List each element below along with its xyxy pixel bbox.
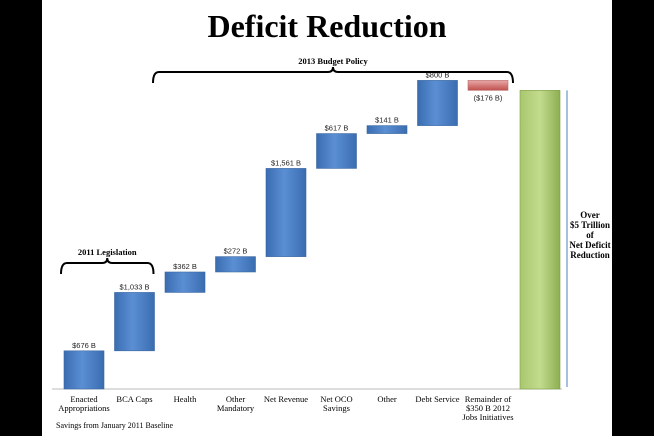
footnote: Savings from January 2011 Baseline	[56, 421, 174, 430]
x-tick-label: Mandatory	[217, 403, 255, 413]
total-label: Reduction	[570, 250, 610, 260]
data-label: $676 B	[72, 341, 96, 350]
data-label: ($176 B)	[474, 93, 503, 102]
bar	[417, 80, 458, 126]
total-label: of	[586, 230, 595, 240]
total-label: $5 Trillion	[570, 220, 610, 230]
data-label: $1,033 B	[119, 282, 149, 291]
data-label: $800 B	[426, 70, 450, 79]
bar	[215, 256, 256, 273]
x-tick-label: Other	[226, 394, 246, 404]
slide: Deficit Reduction $676 B Enacted Appropria…	[42, 0, 612, 436]
x-tick-label: Net Revenue	[264, 394, 308, 404]
total-label: Net Deficit	[569, 240, 610, 250]
bar	[164, 271, 206, 293]
x-tick-label: Other	[377, 394, 397, 404]
bar	[63, 350, 105, 390]
total-bar	[519, 90, 561, 390]
x-tick-label: Health	[174, 394, 197, 404]
bar	[366, 125, 408, 134]
x-tick-label: $350 B 2012	[466, 403, 510, 413]
bracket-budget-policy-label: 2013 Budget Policy	[298, 56, 368, 66]
x-tick-label: Net OCO	[320, 394, 352, 404]
bar	[467, 80, 509, 91]
data-label: $362 B	[173, 262, 197, 271]
bar	[265, 168, 307, 257]
bar	[316, 133, 357, 169]
x-tick-label: Savings	[323, 403, 350, 413]
x-tick-label: Appropriations	[58, 403, 109, 413]
bracket-budget-policy	[152, 66, 514, 84]
x-tick-label: Jobs Initiatives	[462, 412, 513, 422]
total-label: Over	[580, 210, 600, 220]
x-tick-label: Enacted	[70, 394, 98, 404]
data-label: $1,561 B	[271, 158, 301, 167]
bracket-2011-legislation	[60, 257, 155, 275]
x-tick-label: BCA Caps	[116, 394, 152, 404]
data-label: $141 B	[375, 116, 399, 125]
x-tick-label: Remainder of	[465, 394, 512, 404]
x-tick-label: Debt Service	[415, 394, 459, 404]
bar	[114, 292, 155, 352]
page-title: Deficit Reduction	[207, 8, 447, 44]
data-label: $617 B	[325, 124, 349, 133]
data-label: $272 B	[224, 247, 248, 256]
bracket-2011-legislation-label: 2011 Legislation	[78, 247, 137, 257]
